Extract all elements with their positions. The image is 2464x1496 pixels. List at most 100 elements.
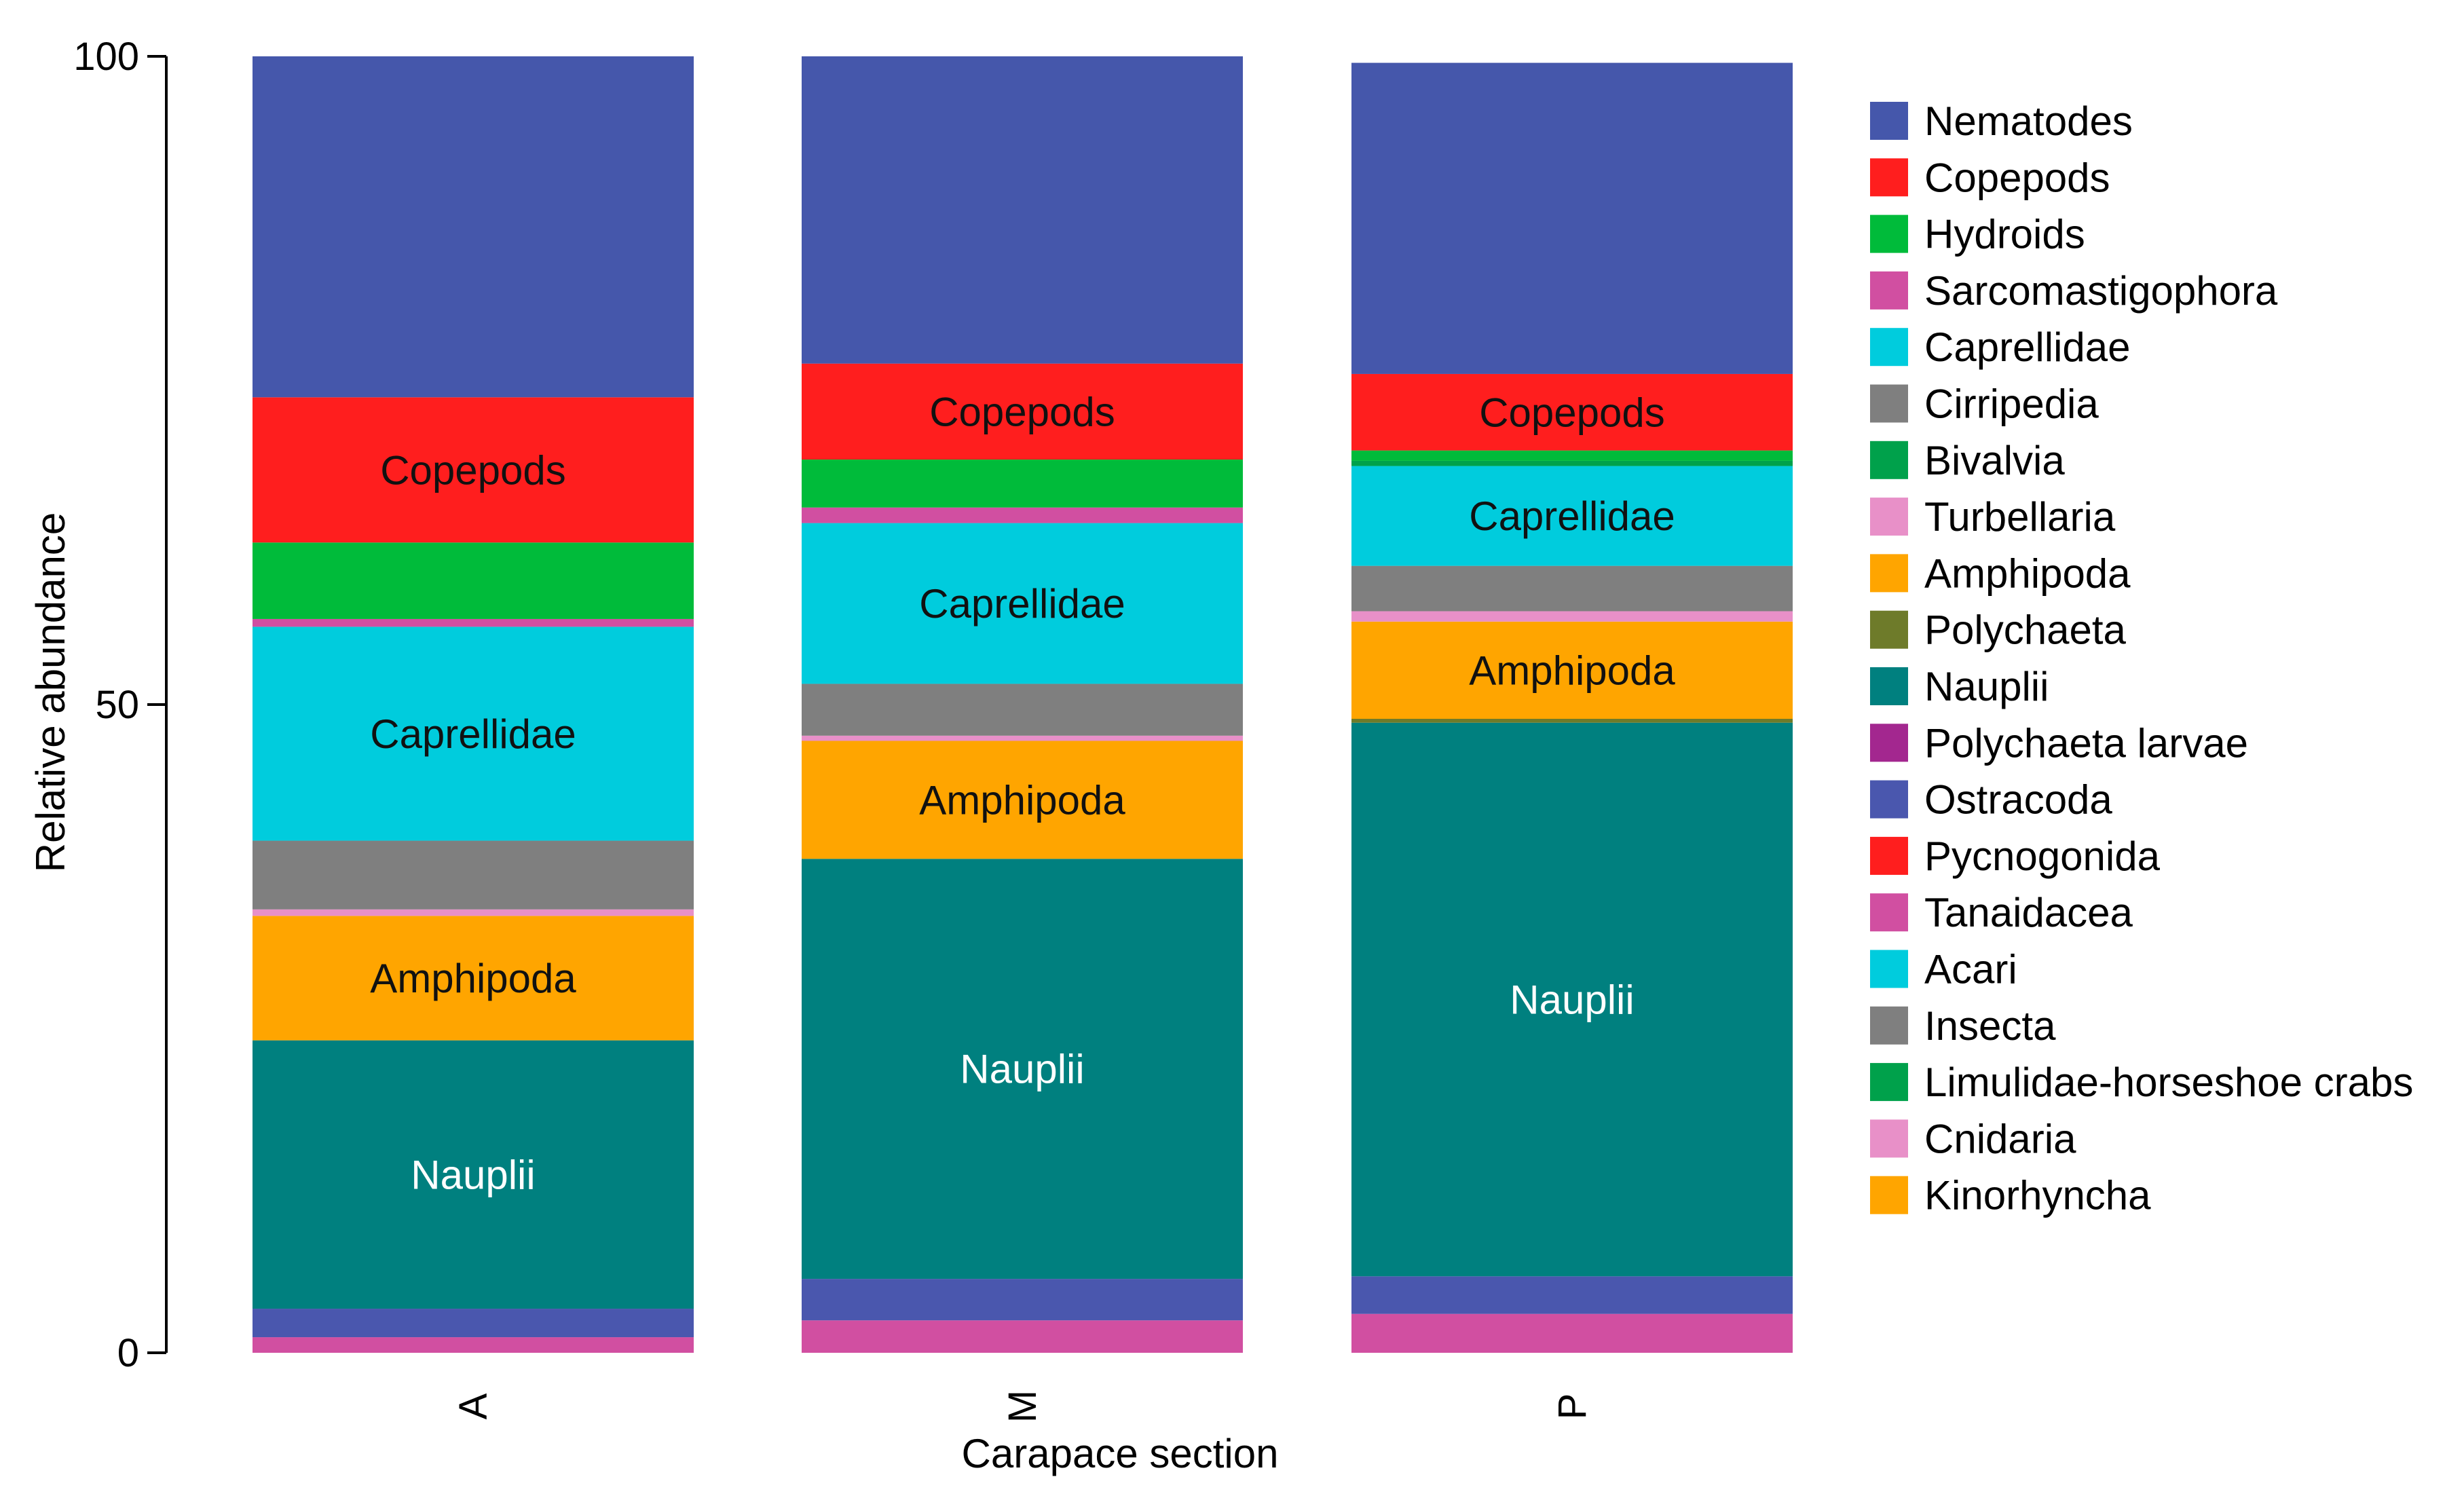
y-tick-label-0: 0 (117, 1331, 139, 1375)
legend-item-ostracoda: Ostracoda (1870, 777, 2112, 823)
legend-item-pycnogonida: Pycnogonida (1870, 834, 2161, 879)
bar-segment-bivalvia-p (1351, 460, 1793, 466)
legend-item-insecta: Insecta (1870, 1003, 2056, 1049)
legend-item-kinorhyncha: Kinorhyncha (1870, 1173, 2151, 1218)
legend-item-bivalvia: Bivalvia (1870, 438, 2065, 483)
legend-swatch-sarcomastigophora (1870, 271, 1908, 310)
legend-item-acari: Acari (1870, 947, 2017, 992)
bar-segment-polychaeta-p (1351, 719, 1793, 723)
legend-label-sarcomastigophora: Sarcomastigophora (1924, 268, 2278, 314)
bar-segment-caprellidae-p (1351, 466, 1793, 566)
bar-segment-nematodes-a (253, 56, 694, 398)
y-axis-ticks: 0 50 100 (73, 35, 166, 1375)
legend-label-nauplii: Nauplii (1924, 664, 2049, 709)
legend-swatch-nauplii (1870, 667, 1908, 705)
bar-segment-nauplii-m (802, 859, 1243, 1279)
legend-label-tanaidacea: Tanaidacea (1924, 890, 2133, 935)
legend-label-cirripedia: Cirripedia (1924, 381, 2099, 427)
legend-label-amphipoda: Amphipoda (1924, 550, 2131, 596)
bar-segment-nauplii-a (253, 1040, 694, 1309)
legend-swatch-polychaeta (1870, 610, 1908, 649)
bar-segment-ostracoda-p (1351, 1276, 1793, 1314)
bar-segment-tanaidacea-m (802, 1320, 1243, 1353)
legend-item-tanaidacea: Tanaidacea (1870, 890, 2133, 935)
legend-label-hydroids: Hydroids (1924, 212, 2085, 257)
legend-swatch-hydroids (1870, 214, 1908, 253)
bar-segment-tanaidacea-p (1351, 1313, 1793, 1353)
bar-segment-tanaidacea-a (253, 1337, 694, 1353)
legend-label-kinorhyncha: Kinorhyncha (1924, 1173, 2151, 1218)
legend-item-polychaeta-larvae: Polychaeta larvae (1870, 720, 2248, 766)
bar-label-copepods-p: Copepods (1479, 390, 1665, 435)
bar-segment-hydroids-a (253, 542, 694, 619)
legend-swatch-copepods (1870, 158, 1908, 197)
legend-item-cnidaria: Cnidaria (1870, 1116, 2076, 1161)
bar-segment-copepods-a (253, 397, 694, 543)
legend-swatch-caprellidae (1870, 328, 1908, 367)
y-tick-label-100: 100 (73, 35, 139, 79)
bar-segment-cirripedia-m (802, 684, 1243, 736)
legend-label-insecta: Insecta (1924, 1003, 2056, 1049)
bar-segment-cirripedia-a (253, 840, 694, 910)
legend-swatch-acari (1870, 950, 1908, 988)
legend-item-polychaeta: Polychaeta (1870, 607, 2126, 653)
legend-swatch-nematodes (1870, 102, 1908, 140)
legend-label-nematodes: Nematodes (1924, 98, 2133, 144)
bar-segment-hydroids-p (1351, 450, 1793, 461)
legend-swatch-polychaeta-larvae (1870, 724, 1908, 762)
bar-label-nauplii-p: Nauplii (1510, 977, 1634, 1023)
bar-segment-amphipoda-a (253, 916, 694, 1041)
segment-labels: Nauplii Amphipoda Caprellidae Copepods Naupl… (370, 389, 1675, 1197)
legend-swatch-ostracoda (1870, 780, 1908, 819)
bar-label-caprellidae-a: Caprellidae (370, 711, 576, 757)
bar-stack-m (802, 56, 1243, 1353)
legend-swatch-limulidae-horseshoe-crabs (1870, 1063, 1908, 1102)
legend-swatch-amphipoda (1870, 554, 1908, 593)
bar-segment-ostracoda-m (802, 1279, 1243, 1321)
bar-stack-a (253, 56, 694, 1353)
bar-label-copepods-m: Copepods (929, 389, 1115, 434)
bar-segment-turbellaria-a (253, 909, 694, 916)
bar-label-caprellidae-p: Caprellidae (1469, 493, 1675, 539)
x-axis-title: Carapace section (962, 1431, 1279, 1476)
bar-label-amphipoda-p: Amphipoda (1469, 648, 1675, 693)
legend-item-sarcomastigophora: Sarcomastigophora (1870, 268, 2278, 314)
bar-label-amphipoda-a: Amphipoda (370, 956, 576, 1001)
legend-swatch-tanaidacea (1870, 893, 1908, 932)
bar-stacks (253, 56, 1793, 1353)
y-tick-label-50: 50 (95, 683, 139, 727)
legend: Nematodes Copepods Hydroids Sarcomastigopho… (1870, 98, 2413, 1218)
bar-label-amphipoda-m: Amphipoda (919, 777, 1125, 823)
legend-label-caprellidae: Caprellidae (1924, 324, 2131, 370)
bar-segment-nematodes-m (802, 56, 1243, 364)
bar-label-nauplii-a: Nauplii (411, 1152, 535, 1197)
bar-stack-p (1351, 62, 1793, 1353)
legend-label-ostracoda: Ostracoda (1924, 777, 2112, 823)
bar-segment-hydroids-m (802, 460, 1243, 508)
bar-segment-amphipoda-p (1351, 621, 1793, 719)
legend-swatch-kinorhyncha (1870, 1176, 1908, 1214)
legend-label-turbellaria: Turbellaria (1924, 494, 2116, 540)
legend-item-copepods: Copepods (1870, 155, 2110, 200)
legend-label-polychaeta-larvae: Polychaeta larvae (1924, 720, 2248, 766)
legend-label-pycnogonida: Pycnogonida (1924, 834, 2161, 879)
bar-segment-turbellaria-m (802, 735, 1243, 741)
legend-item-cirripedia: Cirripedia (1870, 381, 2099, 427)
legend-label-polychaeta: Polychaeta (1924, 607, 2126, 653)
bar-segment-caprellidae-a (253, 627, 694, 841)
legend-swatch-cirripedia (1870, 384, 1908, 423)
legend-item-nauplii: Nauplii (1870, 664, 2049, 709)
legend-label-cnidaria: Cnidaria (1924, 1116, 2076, 1161)
legend-swatch-cnidaria (1870, 1119, 1908, 1158)
bar-segment-copepods-m (802, 363, 1243, 460)
x-tick-label-m: M (1001, 1390, 1045, 1423)
x-tick-label-p: P (1550, 1394, 1594, 1420)
bar-segment-copepods-p (1351, 373, 1793, 451)
bar-label-caprellidae-m: Caprellidae (919, 581, 1125, 627)
bar-segment-cirripedia-p (1351, 565, 1793, 612)
legend-label-copepods: Copepods (1924, 155, 2110, 200)
bar-segment-ostracoda-a (253, 1309, 694, 1338)
legend-item-amphipoda: Amphipoda (1870, 550, 2131, 596)
